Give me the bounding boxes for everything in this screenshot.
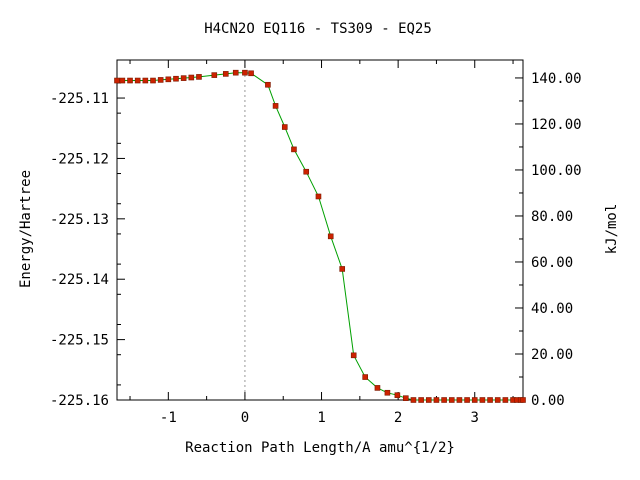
data-point: [119, 77, 126, 84]
data-point: [196, 74, 202, 80]
y2-tick-label: 20.00: [531, 347, 573, 363]
data-point: [394, 392, 401, 398]
data-point: [222, 71, 229, 77]
x-axis-label: Reaction Path Length/A amu^{1/2}: [185, 440, 455, 456]
y-tick-label: -225.15: [50, 333, 109, 349]
data-point: [448, 397, 455, 403]
data-point: [242, 69, 248, 76]
data-point: [281, 124, 288, 130]
data-point: [402, 395, 409, 401]
y2-tick-label: 60.00: [531, 255, 573, 271]
data-point: [173, 75, 179, 82]
data-point: [134, 77, 141, 84]
data-point: [157, 77, 164, 83]
data-point: [315, 193, 322, 200]
data-point: [374, 385, 381, 391]
data-point: [502, 397, 509, 403]
x-tick-label: 2: [394, 410, 402, 426]
data-point: [418, 397, 424, 403]
x-tick-label: 1: [317, 410, 325, 426]
y-tick-label: -225.13: [50, 212, 109, 228]
data-point: [464, 397, 470, 403]
y-tick-label: -225.16: [50, 393, 109, 409]
data-point: [248, 70, 254, 77]
data-point: [471, 397, 478, 403]
y2-tick-label: 120.00: [531, 117, 582, 133]
plot-frame: [116, 59, 524, 401]
data-point: [441, 397, 447, 403]
x-tick-label: -1: [160, 410, 177, 426]
series-line: [117, 72, 523, 401]
x-tick-label: 0: [241, 410, 249, 426]
data-point: [433, 397, 440, 403]
data-point: [188, 74, 195, 81]
data-point: [410, 397, 417, 403]
y-tick-label: -225.14: [50, 272, 109, 288]
data-point: [362, 374, 368, 380]
data-point: [180, 75, 187, 81]
data-point: [456, 397, 463, 403]
data-point: [291, 146, 297, 153]
data-point: [425, 397, 432, 403]
data-point: [303, 168, 310, 175]
data-point: [265, 81, 271, 88]
data-point: [165, 76, 172, 83]
data-point: [327, 233, 334, 240]
chart-title: H4CN2O EQ116 - TS309 - EQ25: [204, 21, 432, 37]
y-tick-label: -225.11: [50, 91, 109, 107]
data-point: [232, 69, 239, 76]
data-point: [211, 72, 218, 78]
data-point: [384, 389, 391, 396]
y2-tick-label: 0.00: [531, 393, 565, 409]
y-tick-label: -225.12: [50, 151, 109, 167]
data-point: [272, 103, 279, 109]
data-point: [150, 77, 156, 84]
data-point: [114, 77, 120, 84]
data-point: [142, 77, 149, 84]
data-point: [479, 397, 486, 403]
data-point: [127, 77, 133, 84]
data-point: [520, 397, 526, 403]
y2-tick-label: 140.00: [531, 71, 582, 87]
y-axis-label: Energy/Hartree: [18, 170, 34, 288]
y2-tick-label: 80.00: [531, 209, 573, 225]
y2-axis-label: kJ/mol: [604, 204, 620, 255]
y2-tick-label: 100.00: [531, 163, 582, 179]
data-point: [350, 352, 357, 359]
y2-tick-label: 40.00: [531, 301, 573, 317]
data-point: [339, 266, 346, 272]
data-point: [494, 397, 501, 403]
data-point: [487, 397, 493, 403]
x-tick-label: 3: [471, 410, 479, 426]
